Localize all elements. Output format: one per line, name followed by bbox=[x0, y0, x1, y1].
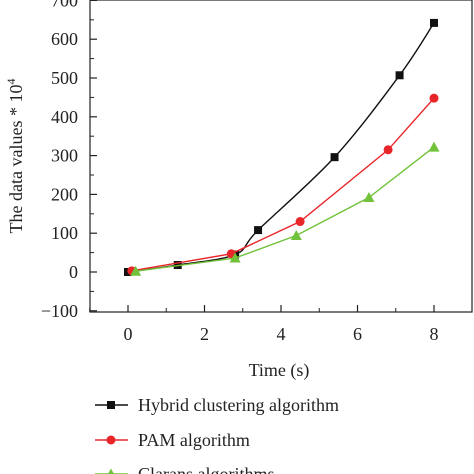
y-tick-label: 400 bbox=[51, 107, 78, 127]
y-tick-label: 300 bbox=[51, 146, 78, 166]
y-tick-label: 0 bbox=[69, 262, 78, 282]
legend-label: PAM algorithm bbox=[138, 430, 250, 450]
data-point-square bbox=[430, 18, 438, 27]
x-tick-label: 0 bbox=[124, 324, 133, 344]
data-point-triangle bbox=[428, 141, 440, 152]
data-point-triangle bbox=[130, 265, 142, 276]
series-line-triangle bbox=[135, 146, 435, 272]
y-tick-label: 100 bbox=[51, 223, 78, 243]
legend-marker bbox=[107, 401, 115, 409]
series-layer bbox=[124, 18, 440, 276]
data-point-triangle bbox=[290, 230, 302, 241]
data-point-square bbox=[330, 153, 339, 162]
legend-marker bbox=[107, 468, 115, 474]
data-point-triangle bbox=[363, 192, 375, 203]
data-point-circle bbox=[383, 145, 393, 155]
data-point-square bbox=[395, 71, 404, 80]
legend-label: Hybrid clustering algorithm bbox=[138, 395, 339, 415]
x-axis-title: Time (s) bbox=[249, 360, 310, 381]
y-axis-title-exponent: 4 bbox=[4, 79, 18, 85]
y-tick-label: 200 bbox=[51, 184, 78, 204]
series-line-circle bbox=[131, 97, 435, 272]
legend-label: Clarans algorithms bbox=[138, 464, 274, 474]
data-point-triangle bbox=[229, 252, 241, 263]
axes: 0 2 4 6 8 −100 0 100 200 300 400 500 600 700 bbox=[41, 0, 439, 344]
y-tick-label: −100 bbox=[41, 301, 78, 321]
x-tick-label: 2 bbox=[200, 324, 209, 344]
x-tick-label: 8 bbox=[430, 324, 439, 344]
y-tick-label: 500 bbox=[51, 68, 78, 88]
y-axis-title-main: The data values * 10 bbox=[6, 85, 26, 234]
plot-frame bbox=[89, 0, 473, 313]
x-tick-label: 6 bbox=[353, 324, 362, 344]
legend-marker bbox=[106, 435, 116, 445]
data-point-circle bbox=[429, 93, 439, 103]
x-tick-label: 4 bbox=[277, 324, 286, 344]
y-axis-title: The data values * 104 bbox=[4, 79, 26, 234]
y-tick-label: 700 bbox=[51, 0, 78, 10]
legend: Hybrid clustering algorithm PAM algorithm… bbox=[95, 395, 339, 474]
data-point-square bbox=[254, 226, 263, 235]
y-tick-label: 600 bbox=[51, 29, 78, 49]
data-point-circle bbox=[295, 217, 305, 227]
